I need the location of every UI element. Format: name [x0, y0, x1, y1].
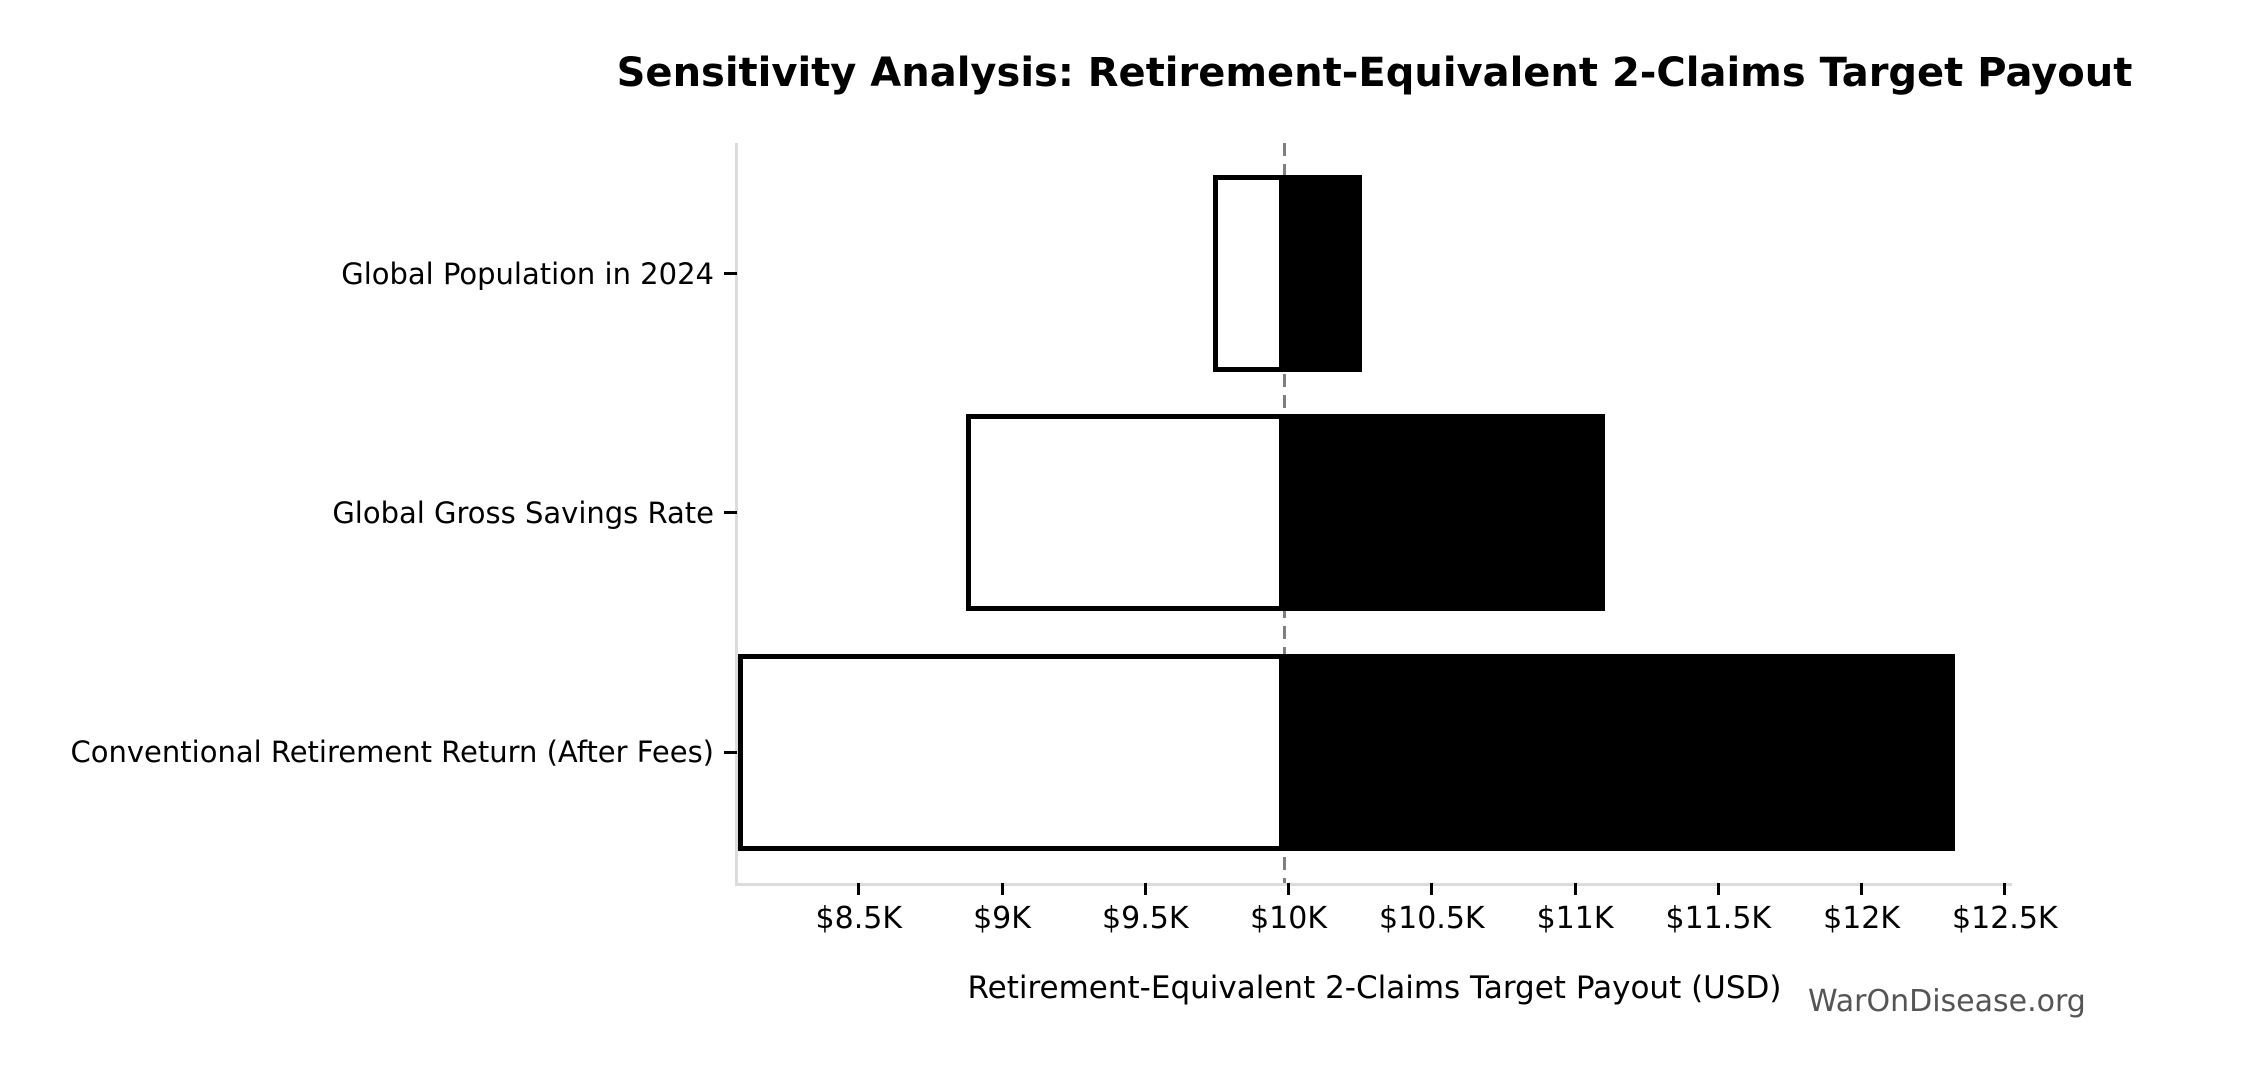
watermark-text: WarOnDisease.org — [1808, 984, 2086, 1019]
y-axis-spine — [735, 143, 738, 886]
chart-title: Sensitivity Analysis: Retirement-Equival… — [616, 50, 2133, 96]
y-category-label: Global Population in 2024 — [341, 256, 714, 291]
y-tick-mark — [724, 272, 737, 276]
x-tick-label: $10K — [1250, 901, 1327, 936]
y-category-label: Global Gross Savings Rate — [332, 495, 714, 530]
x-tick-mark — [1287, 883, 1291, 895]
high-bar — [1284, 414, 1606, 612]
x-tick-label: $11.5K — [1665, 901, 1772, 936]
y-category-label: Conventional Retirement Return (After Fe… — [70, 735, 714, 770]
x-tick-label: $9K — [973, 901, 1031, 936]
y-tick-mark — [724, 750, 737, 754]
y-tick-mark — [724, 511, 737, 515]
high-bar — [1284, 653, 1955, 851]
x-tick-label: $9.5K — [1102, 901, 1189, 936]
high-bar — [1284, 175, 1362, 373]
x-tick-mark — [1143, 883, 1147, 895]
x-tick-mark — [1573, 883, 1577, 895]
x-tick-label: $11K — [1536, 901, 1614, 936]
x-tick-mark — [1860, 883, 1864, 895]
x-tick-mark — [1430, 883, 1434, 895]
x-tick-label: $8.5K — [815, 901, 903, 936]
x-tick-label: $12K — [1823, 901, 1901, 936]
low-bar — [1212, 175, 1285, 373]
x-axis-spine — [735, 883, 2012, 886]
x-tick-mark — [1000, 883, 1004, 895]
x-tick-label: $10.5K — [1379, 901, 1485, 936]
low-bar — [738, 653, 1285, 851]
x-tick-mark — [1716, 883, 1720, 895]
low-bar — [966, 414, 1285, 612]
x-tick-label: $12.5K — [1952, 901, 2058, 936]
x-tick-mark — [857, 883, 861, 895]
x-tick-mark — [2003, 883, 2007, 895]
x-axis-label: Retirement-Equivalent 2-Claims Target Pa… — [967, 970, 1782, 1006]
